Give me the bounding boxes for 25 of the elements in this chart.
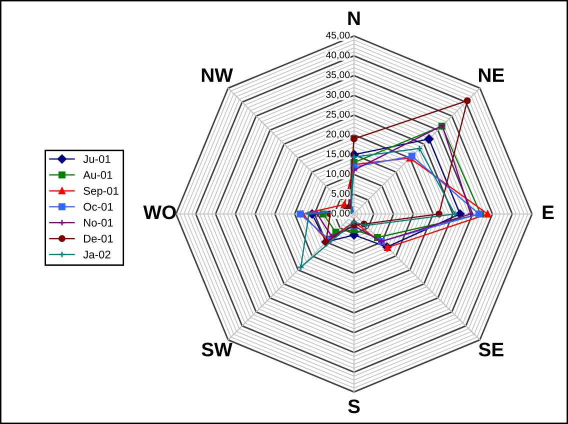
y-tick-label: 5,00	[332, 190, 350, 198]
spoke-label: N	[348, 12, 360, 26]
spoke-label: S	[348, 399, 360, 414]
spoke-label: NW	[202, 68, 233, 82]
y-tick-label: 15,00	[326, 150, 350, 158]
legend-label: Sep-01	[84, 186, 118, 198]
legend-label: Ja-02	[83, 250, 110, 258]
legend-label: Oc-01	[84, 202, 113, 211]
y-tick-label: 20,00	[326, 130, 350, 139]
spoke-label: NE	[478, 68, 504, 82]
legend-label: Au-01	[83, 171, 112, 179]
y-tick-label: 40,00	[326, 52, 350, 60]
spoke-label: WO	[143, 205, 176, 220]
spoke-label: SE	[478, 342, 504, 356]
y-tick-label: 45,00	[326, 32, 350, 40]
y-tick-label: 30,00	[326, 91, 350, 100]
y-tick-label: 25,00	[326, 110, 350, 119]
spoke-label: SW	[202, 342, 232, 356]
y-tick-label: 0,00	[332, 210, 350, 218]
spoke-label: E	[542, 206, 554, 220]
legend-label: No-01	[84, 218, 113, 227]
y-tick-label: 10,00	[326, 170, 350, 178]
legend-label: De-01	[84, 234, 113, 243]
legend-label: Ju-01	[83, 155, 110, 164]
y-tick-label: 35,00	[326, 71, 350, 80]
